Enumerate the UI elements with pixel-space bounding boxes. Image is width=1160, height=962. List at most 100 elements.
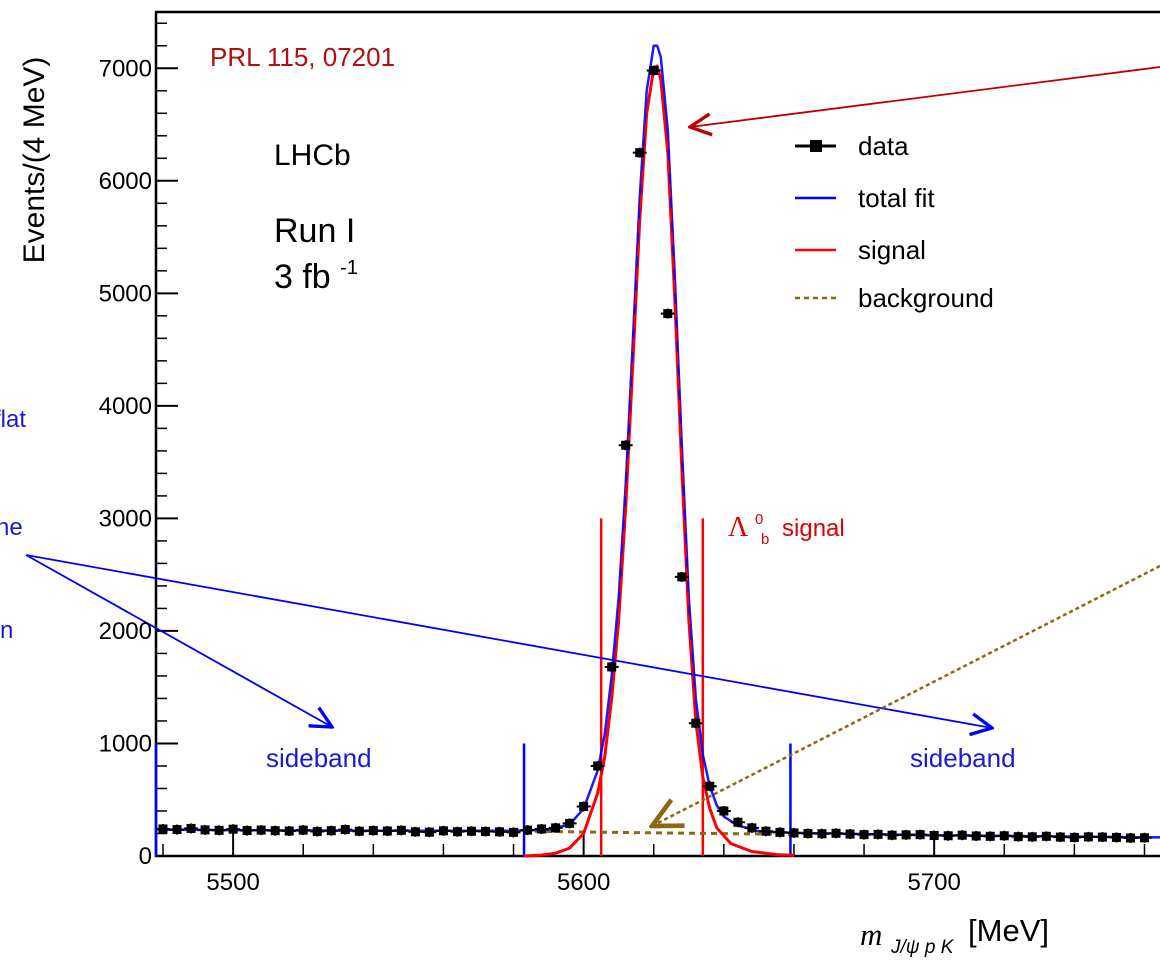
- signal-region-label: Λ 0 b signal: [728, 503, 845, 550]
- sideband-arrow-right: [25, 554, 992, 728]
- data-point: [340, 825, 350, 835]
- data-point: [396, 825, 406, 835]
- luminosity-main: 3 fb: [274, 258, 331, 296]
- data-point: [831, 828, 841, 838]
- data-point: [424, 827, 434, 837]
- signal-curve: [523, 64, 795, 858]
- y-tick-label: 4000: [99, 393, 152, 420]
- data-point: [1055, 832, 1065, 842]
- x-axis-label-sub: J/ψ p K: [890, 937, 955, 958]
- data-point: [1139, 833, 1149, 843]
- data-point: [382, 826, 392, 836]
- data-point: [200, 825, 210, 835]
- data-point: [551, 823, 561, 833]
- annotation-arrows: [25, 66, 1160, 826]
- data-point: [957, 830, 967, 840]
- legend-data-marker: [810, 140, 822, 152]
- sideband-right-label: sideband: [910, 743, 1016, 773]
- data-point: [270, 826, 280, 836]
- left-text-1: flat: [0, 406, 26, 433]
- data-point: [1111, 832, 1121, 842]
- signal-region-text: signal: [782, 515, 845, 542]
- data-point: [1097, 832, 1107, 842]
- legend-total-fit-label: total fit: [858, 183, 935, 213]
- y-axis-label: Events/(4 MeV): [18, 57, 51, 264]
- legend-data-label: data: [858, 131, 909, 161]
- y-tick-label: 3000: [99, 505, 152, 532]
- data-point: [845, 829, 855, 839]
- data-point: [649, 66, 659, 76]
- x-tick-label: 5500: [206, 869, 259, 896]
- legend-signal-label: signal: [858, 235, 926, 265]
- data-point: [607, 662, 617, 672]
- lambda-superscript: 0: [755, 511, 763, 528]
- background-arrow: [652, 564, 1160, 826]
- data-point: [677, 572, 687, 582]
- data-point: [326, 826, 336, 836]
- data-point: [593, 761, 603, 771]
- data-point: [761, 826, 771, 836]
- reference-label: PRL 115, 07201: [210, 42, 395, 72]
- data-point: [733, 817, 743, 827]
- left-text-2: he: [0, 514, 23, 541]
- data-point: [1013, 832, 1023, 842]
- legend: data total fit signal background: [795, 131, 994, 313]
- data-point: [985, 831, 995, 841]
- y-tick-label: 0: [139, 843, 152, 870]
- y-tick-label: 6000: [99, 168, 152, 195]
- y-tick-label: 2000: [99, 618, 152, 645]
- lambda-subscript: b: [761, 531, 769, 548]
- data-point: [1041, 831, 1051, 841]
- x-tick-label: 5600: [557, 869, 610, 896]
- data-point: [929, 831, 939, 841]
- data-point: [466, 826, 476, 836]
- y-tick-label: 7000: [99, 55, 152, 82]
- experiment-label: LHCb: [274, 139, 351, 172]
- tick-labels: 0 1000 2000 3000 4000 5000 6000 7000 5500 5600 570…: [99, 55, 961, 896]
- data-point: [158, 824, 168, 834]
- data-point: [887, 830, 897, 840]
- data-point: [368, 826, 378, 836]
- background-curve: [523, 829, 795, 836]
- data-point: [1027, 832, 1037, 842]
- axes: [154, 10, 1160, 858]
- data-point: [438, 826, 448, 836]
- data-point: [228, 824, 238, 834]
- legend-background-label: background: [858, 283, 994, 313]
- data-point: [579, 801, 589, 811]
- peak-arrow: [690, 66, 1160, 127]
- data-point: [186, 823, 196, 833]
- data-point: [256, 825, 266, 835]
- data-point: [901, 830, 911, 840]
- lambda-symbol: Λ: [728, 512, 749, 543]
- data-point: [999, 831, 1009, 841]
- x-axis-label: m J/ψ p K [MeV]: [860, 913, 1049, 960]
- data-point: [242, 826, 252, 836]
- y-tick-label: 5000: [99, 280, 152, 307]
- data-point: [312, 826, 322, 836]
- data-point: [537, 824, 547, 834]
- x-axis-label-unit: [MeV]: [968, 913, 1049, 948]
- x-tick-label: 5700: [907, 869, 960, 896]
- data-point: [705, 781, 715, 791]
- data-point: [1083, 832, 1093, 842]
- data-point: [284, 826, 294, 836]
- data-point: [214, 825, 224, 835]
- luminosity-sup: -1: [340, 257, 358, 279]
- series-group: [155, 44, 1160, 858]
- data-point: [971, 831, 981, 841]
- left-text-3: n: [0, 617, 13, 644]
- data-point: [172, 825, 182, 835]
- data-point: [719, 806, 729, 816]
- data-point: [817, 829, 827, 839]
- run-label: Run I: [274, 212, 355, 250]
- luminosity-label: 3 fb -1: [274, 257, 358, 296]
- data-point: [789, 828, 799, 838]
- data-point: [663, 309, 673, 319]
- data-point: [635, 148, 645, 158]
- data-point: [747, 823, 757, 833]
- data-point: [775, 827, 785, 837]
- data-point: [621, 440, 631, 450]
- sideband-left-label: sideband: [266, 743, 372, 773]
